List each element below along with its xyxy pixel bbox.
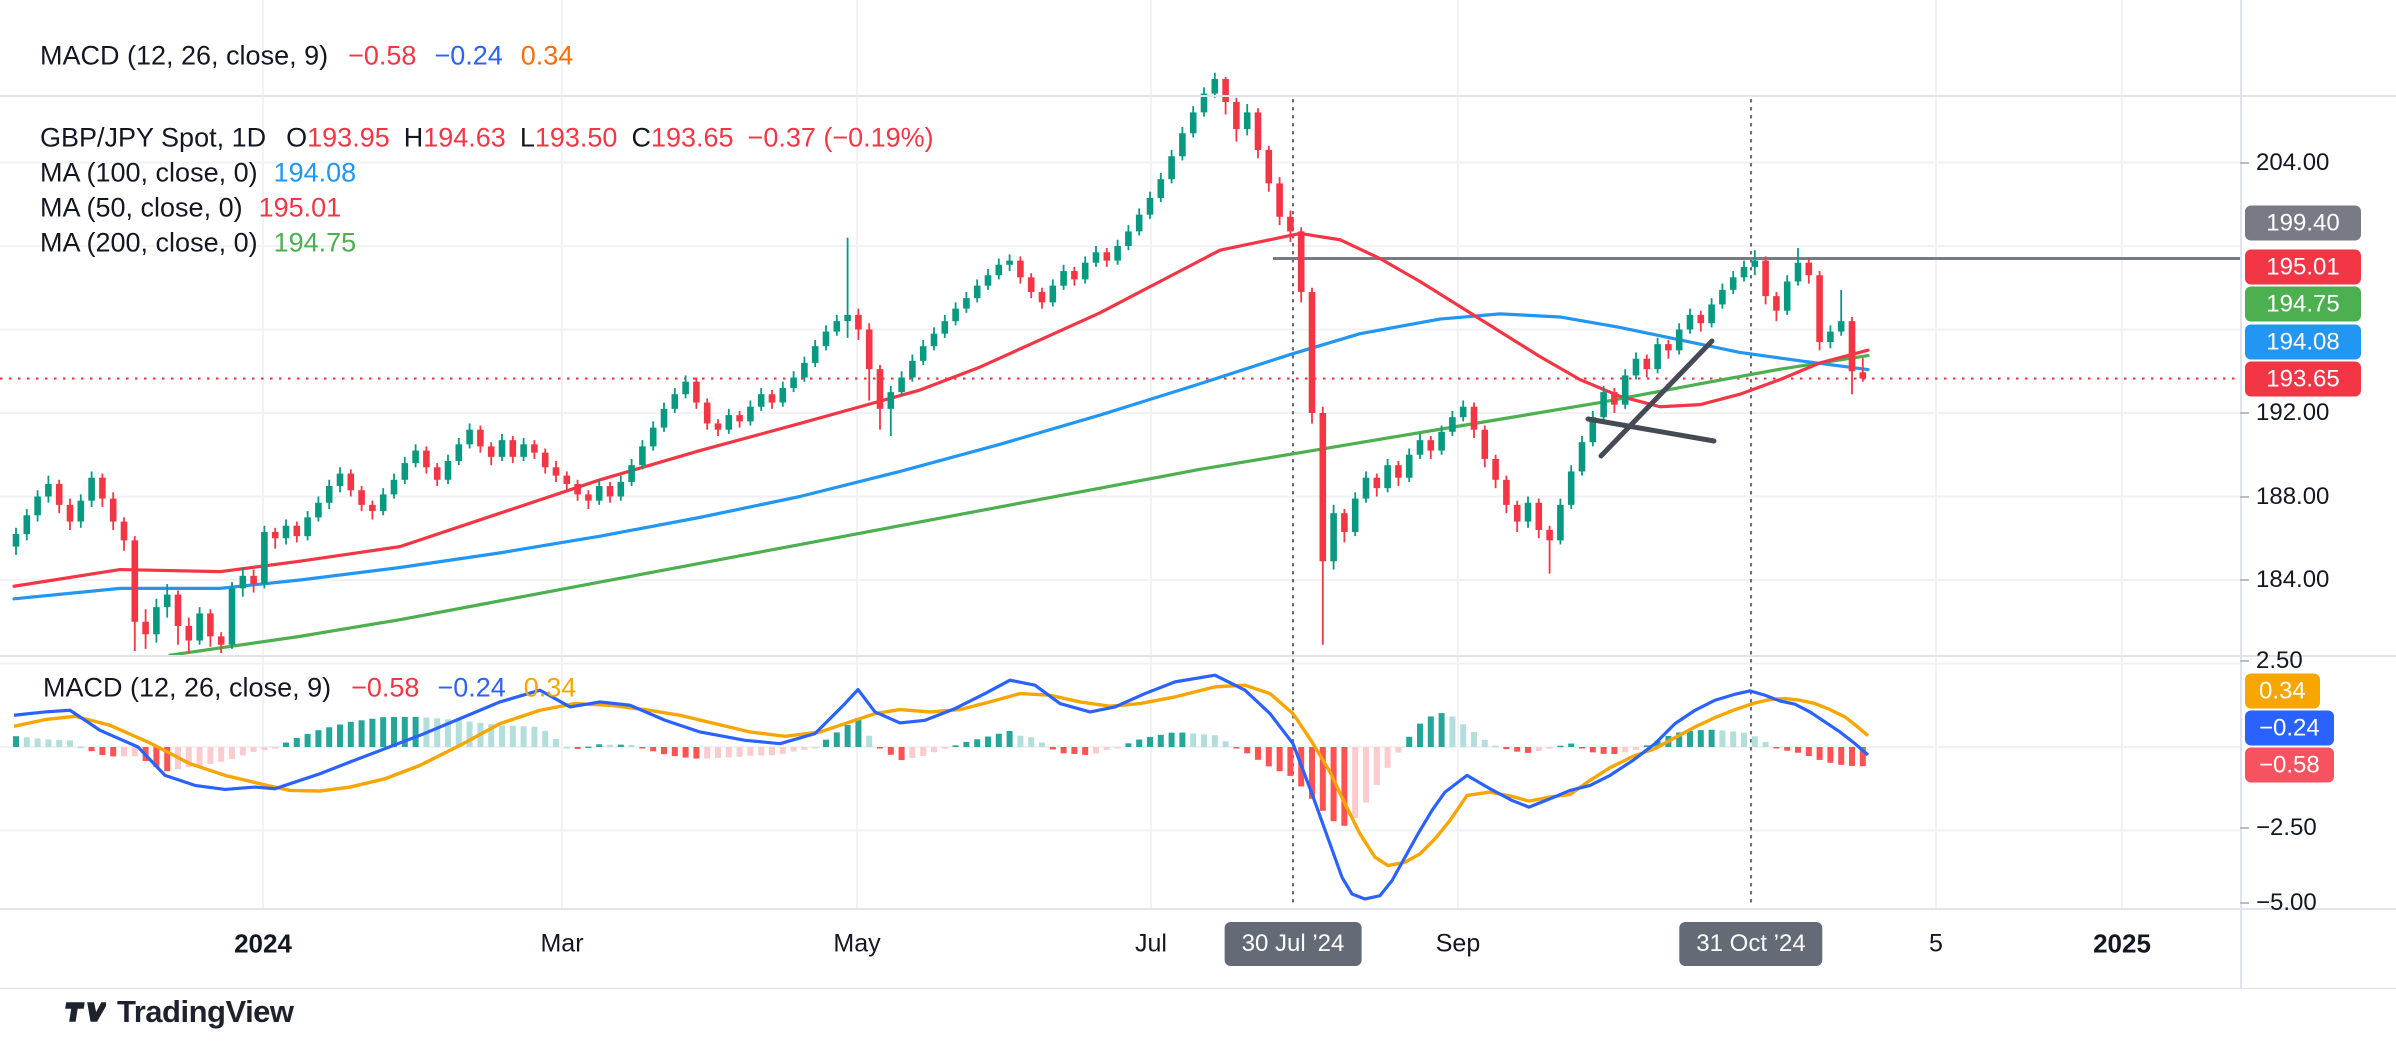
price-badge-194.08: 194.08 bbox=[2245, 324, 2361, 360]
price-badge-0.24: −0.24 bbox=[2245, 710, 2334, 746]
time-axis-label-Jul: Jul bbox=[1135, 929, 1167, 958]
macd-pane-signal-value: 0.34 bbox=[523, 672, 577, 703]
macd-header-histogram-value: −0.58 bbox=[348, 40, 417, 71]
ma50-label: MA (50, close, 0) bbox=[40, 192, 243, 223]
symbol-legend[interactable]: GBP/JPY Spot, 1D O 193.95 H 194.63 L 193.50… bbox=[40, 123, 934, 154]
close-label: C bbox=[631, 122, 651, 153]
ma50-legend[interactable]: MA (50, close, 0) 195.01 bbox=[40, 193, 341, 224]
high-value: 194.63 bbox=[423, 122, 506, 153]
price-axis-tick bbox=[2240, 660, 2249, 662]
time-axis-label-May: May bbox=[833, 929, 881, 958]
price-axis-label: −5.00 bbox=[2256, 889, 2317, 916]
price-badge-195.01: 195.01 bbox=[2245, 249, 2361, 285]
price-axis-tick bbox=[2240, 412, 2249, 414]
macd-header-title: MACD (12, 26, close, 9) bbox=[40, 40, 329, 71]
price-axis-tick bbox=[2240, 902, 2249, 904]
ma100-label: MA (100, close, 0) bbox=[40, 157, 258, 188]
time-axis-label-2024: 2024 bbox=[234, 928, 292, 959]
footer-border bbox=[0, 988, 2396, 989]
high-label: H bbox=[403, 122, 424, 153]
time-axis-label-Sep: Sep bbox=[1435, 929, 1481, 958]
change-value: −0.37 (−0.19%) bbox=[747, 122, 934, 153]
macd-header-legend[interactable]: MACD (12, 26, close, 9) −0.58 −0.24 0.34 bbox=[40, 41, 591, 72]
tradingview-logo-text: TradingView bbox=[117, 994, 294, 1029]
time-axis-label-5: 5 bbox=[1929, 929, 1943, 958]
ma200-label: MA (200, close, 0) bbox=[40, 227, 258, 258]
price-axis-tick bbox=[2240, 496, 2249, 498]
price-badge-193.65: 193.65 bbox=[2245, 361, 2361, 397]
ma200-value: 194.75 bbox=[273, 227, 357, 258]
macd-line bbox=[13, 673, 1870, 901]
macd-pane-title: MACD (12, 26, close, 9) bbox=[43, 672, 332, 703]
price-axis-label: 204.00 bbox=[2256, 149, 2330, 176]
ma50-value: 195.01 bbox=[258, 192, 342, 223]
trendline-drawing bbox=[1585, 416, 1717, 444]
time-axis-date-badge: 30 Jul ’24 bbox=[1224, 922, 1362, 966]
price-axis-tick bbox=[2240, 162, 2249, 164]
macd-pane-legend[interactable]: MACD (12, 26, close, 9) −0.58 −0.24 0.34 bbox=[43, 673, 594, 704]
tradingview-logo[interactable]: TradingView bbox=[64, 994, 294, 1030]
price-axis-tick bbox=[2240, 579, 2249, 581]
price-badge-199.40: 199.40 bbox=[2245, 205, 2361, 241]
ma100-legend[interactable]: MA (100, close, 0) 194.08 bbox=[40, 158, 356, 189]
ma200-legend[interactable]: MA (200, close, 0) 194.75 bbox=[40, 228, 356, 259]
price-axis-label: −2.50 bbox=[2256, 814, 2317, 841]
macd-header-signal-value: 0.34 bbox=[520, 40, 574, 71]
macd-pane-macd-value: −0.24 bbox=[437, 672, 506, 703]
candles-layer bbox=[12, 72, 1867, 653]
open-label: O bbox=[286, 122, 308, 153]
price-axis-border bbox=[2240, 0, 2242, 988]
symbol-title: GBP/JPY Spot, 1D bbox=[40, 122, 267, 153]
ma100-value: 194.08 bbox=[273, 157, 357, 188]
price-badge-0.58: −0.58 bbox=[2245, 747, 2334, 783]
ma50-line bbox=[12, 231, 1870, 588]
price-badge-194.75: 194.75 bbox=[2245, 286, 2361, 322]
price-axis-label: 184.00 bbox=[2256, 566, 2330, 593]
pane-separator-top[interactable] bbox=[0, 95, 2396, 97]
time-axis-label-2025: 2025 bbox=[2093, 928, 2151, 959]
ma100-line bbox=[12, 312, 1870, 601]
price-axis-label: 2.50 bbox=[2256, 647, 2303, 674]
price-axis-label: 192.00 bbox=[2256, 399, 2330, 426]
low-label: L bbox=[519, 122, 535, 153]
price-badge-0.34: 0.34 bbox=[2245, 673, 2320, 709]
pane-separator-macd[interactable] bbox=[0, 655, 2396, 657]
signal-line bbox=[13, 683, 1870, 868]
price-axis-label: 188.00 bbox=[2256, 483, 2330, 510]
low-value: 193.50 bbox=[534, 122, 618, 153]
price-axis-tick bbox=[2240, 827, 2249, 829]
macd-pane-histogram-value: −0.58 bbox=[351, 672, 420, 703]
trendline-drawing bbox=[1598, 338, 1715, 459]
tradingview-logo-icon bbox=[65, 1002, 106, 1022]
time-axis-date-badge: 31 Oct ’24 bbox=[1679, 922, 1823, 966]
open-value: 193.95 bbox=[307, 122, 390, 153]
macd-header-macd-value: −0.24 bbox=[434, 40, 503, 71]
time-axis-border bbox=[0, 908, 2396, 910]
time-axis-label-Mar: Mar bbox=[540, 929, 584, 958]
close-value: 193.65 bbox=[650, 122, 734, 153]
